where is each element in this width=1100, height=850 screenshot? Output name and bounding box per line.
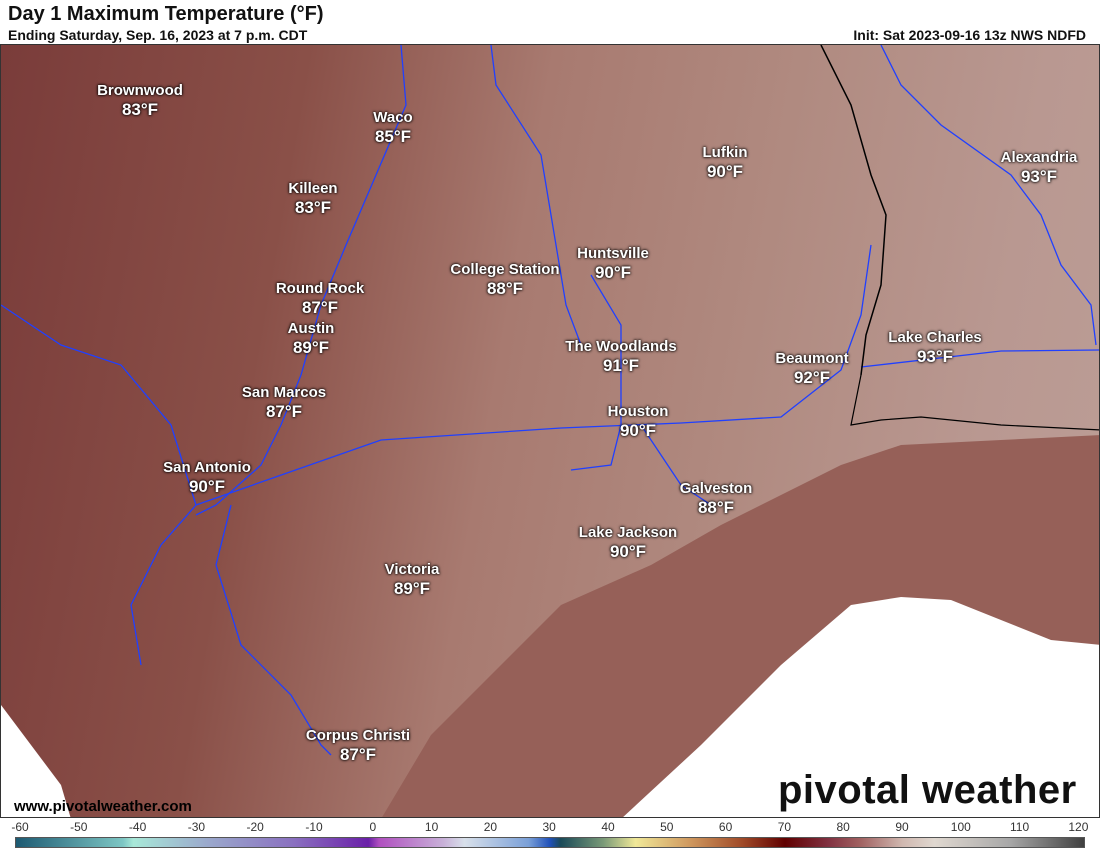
colorbar-tick-label: 110: [1010, 820, 1030, 834]
city-label: The Woodlands 91°F: [565, 338, 677, 375]
colorbar-tick-label: 70: [777, 820, 792, 834]
city-label: San Marcos 87°F: [241, 384, 327, 421]
map-features: [1, 45, 1099, 817]
no-data-area: [623, 597, 1099, 817]
colorbar-tick-label: -30: [187, 820, 206, 834]
colorbar-tick-label: 60: [718, 820, 733, 834]
city-label: Victoria 89°F: [384, 561, 440, 598]
init-time: Init: Sat 2023-09-16 13z NWS NDFD: [853, 27, 1086, 43]
colorbar-tick-label: -50: [70, 820, 88, 834]
city-label: Brownwood 83°F: [97, 82, 183, 119]
mexico-white: [1, 705, 71, 817]
colorbar-tick-label: -40: [128, 820, 147, 834]
colorbar-tick-label: 30: [542, 820, 556, 834]
rivers: [1, 45, 1099, 756]
colorbar-tick-label: 10: [424, 820, 439, 834]
city-label: Corpus Christi 87°F: [305, 727, 411, 764]
city-label: College Station 88°F: [450, 261, 560, 298]
colorbar-tick-label: -60: [11, 820, 29, 834]
city-label: Houston 90°F: [607, 403, 669, 440]
city-label: San Antonio 90°F: [163, 459, 251, 496]
colorbar-tick-label: 90: [895, 820, 909, 834]
city-label: Huntsville 90°F: [577, 245, 649, 282]
colorbar-tick-label: 0: [369, 820, 377, 834]
colorbar-tick-label: 40: [601, 820, 615, 834]
city-label: Lufkin 90°F: [702, 144, 748, 181]
city-label: Waco 85°F: [373, 109, 413, 146]
temperature-map: Brownwood 83°F Waco 85°F Killeen 83°F Lufki…: [0, 44, 1100, 818]
website-url: www.pivotalweather.com: [14, 798, 192, 815]
colorbar-tick-label: 120: [1068, 820, 1089, 834]
city-label: Killeen 83°F: [288, 180, 338, 217]
coastline: [850, 374, 1099, 431]
colorbar-tick-label: 20: [483, 820, 498, 834]
city-label: Alexandria 93°F: [1000, 149, 1078, 186]
colorbar-tick-label: 100: [950, 820, 971, 834]
state-border: [820, 45, 887, 376]
temperature-colorbar: [15, 837, 1085, 848]
city-label: Galveston 88°F: [679, 480, 753, 517]
colorbar-tick-label: -20: [246, 820, 264, 834]
city-label: Beaumont 92°F: [775, 350, 849, 387]
valid-time: Ending Saturday, Sep. 16, 2023 at 7 p.m.…: [8, 27, 308, 43]
city-label: Lake Jackson 90°F: [578, 524, 678, 561]
pivotal-weather-logo: pivotal weather: [778, 768, 1077, 812]
colorbar-tick-label: 80: [836, 820, 850, 834]
city-label: Lake Charles 93°F: [888, 329, 982, 366]
city-label: Round Rock 87°F: [275, 280, 365, 317]
colorbar-tick-label: 50: [660, 820, 674, 834]
map-title: Day 1 Maximum Temperature (°F): [8, 3, 324, 25]
city-label: Austin 89°F: [287, 320, 335, 357]
colorbar-tick-label: -10: [305, 820, 323, 834]
